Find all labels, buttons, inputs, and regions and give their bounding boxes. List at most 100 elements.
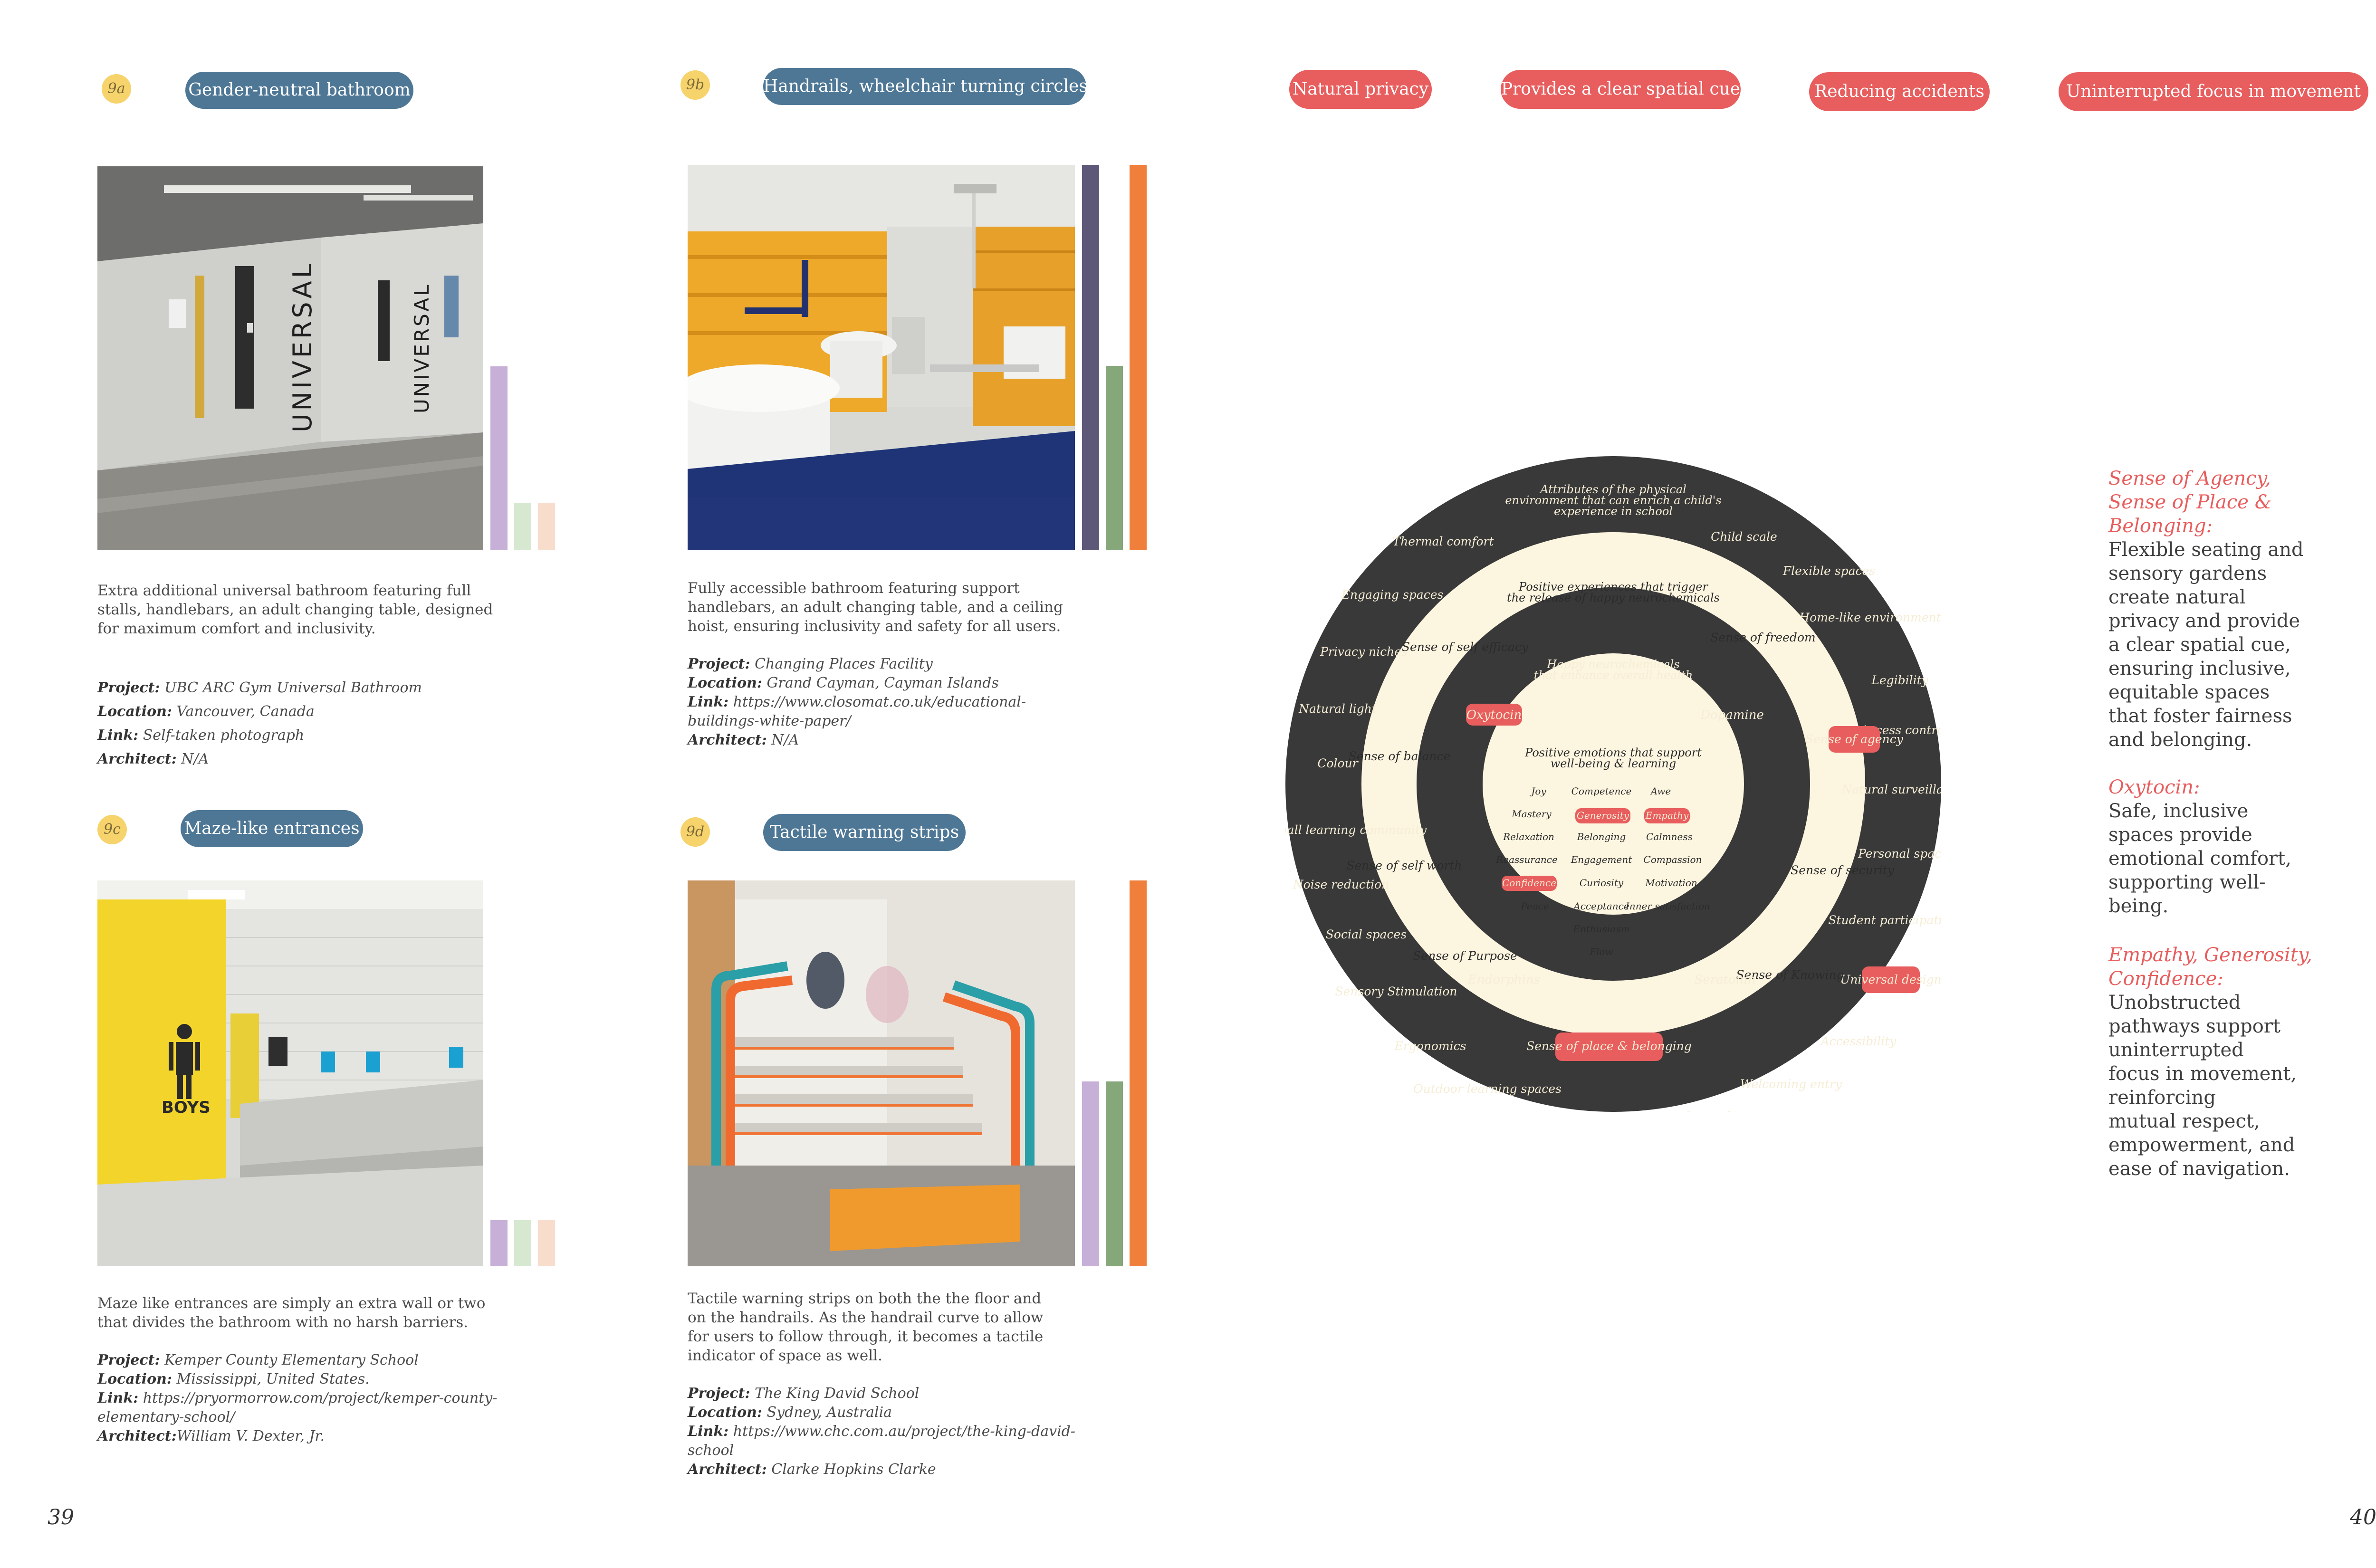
outer-item-flexible-spaces: Flexible spaces <box>1782 564 1875 578</box>
core-item-belonging: Belonging <box>1577 831 1626 842</box>
description-9d: Tactile warning strips on both the the f… <box>688 1290 1044 1364</box>
third-item-dopamine: Dopamine <box>1700 708 1764 722</box>
second-item-security: Sense of security <box>1791 863 1895 877</box>
badge-9c: 9c <box>97 815 127 844</box>
title-9d: Tactile warning strips <box>763 814 966 851</box>
outer-caption-2: environment that can enrich a child's <box>1505 494 1721 507</box>
meta-9b: Project: Changing Places Facility Locati… <box>688 656 1026 748</box>
core-item-inner-satisfaction: Inner satisfaction <box>1625 900 1710 912</box>
bar-9a-green <box>514 503 531 550</box>
core-item-awe: Awe <box>1650 785 1671 797</box>
outer-item-universal-design: Universal design <box>1840 973 1941 986</box>
core-item-empathy: Empathy <box>1645 810 1689 821</box>
core-item-relaxation: Relaxation <box>1503 831 1554 842</box>
second-item-agency: Sense of agency <box>1805 732 1904 746</box>
tag-natural-privacy: Natural privacy <box>1289 70 1432 109</box>
outer-item-space-for-pets: Space for pets <box>1684 1109 1771 1112</box>
core-item-reassurance: Reassurance <box>1495 854 1558 865</box>
third-item-oxytocin: Oxytocin <box>1466 708 1522 722</box>
bar-9c-green <box>514 1220 531 1266</box>
outer-item-child-scale: Child scale <box>1711 530 1777 544</box>
photo-9c-maze-entrance: BOYS <box>97 880 483 1266</box>
outer-caption-1: Attributes of the physical <box>1539 483 1686 496</box>
core-item-curiosity: Curiosity <box>1580 877 1624 889</box>
meta-9c: Project: Kemper County Elementary School… <box>97 1352 498 1444</box>
outer-item-small-learning-community: Small learning community <box>1285 823 1427 837</box>
bar-9d-orange <box>1130 880 1147 1266</box>
page-number-left: 39 <box>48 1505 74 1530</box>
highlight-empathy <box>1644 808 1690 823</box>
description-9a: Extra additional universal bathroom feat… <box>97 582 493 637</box>
outer-item-outdoor-learning: Outdoor learning spaces <box>1413 1082 1562 1096</box>
title-9c: Maze-like entrances <box>181 810 363 847</box>
tag-uninterrupted-focus: Uninterrupted focus in movement <box>2059 72 2368 111</box>
photo-9a-sign-2: UNIVERSAL <box>410 283 433 413</box>
highlight-sense-of-place <box>1555 1033 1663 1061</box>
second-item-knowing: Sense of Knowing <box>1736 968 1844 982</box>
highlight-universal-design <box>1862 966 1920 993</box>
photo-9a-universal-bathroom: UNIVERSAL UNIVERSAL <box>97 166 483 550</box>
bar-9c-purple <box>490 1220 508 1266</box>
bar-9a-peach <box>538 503 555 550</box>
bar-9b-green <box>1106 366 1123 550</box>
outer-item-colour: Colour <box>1317 756 1359 770</box>
core-item-flow: Flow <box>1589 946 1613 957</box>
core-caption-2: well-being & learning <box>1551 757 1677 770</box>
outer-item-accessibility: Accessibility <box>1820 1034 1897 1048</box>
outer-item-ergonomics: Ergonomics <box>1394 1039 1466 1053</box>
title-9a: Gender-neutral bathroom <box>185 72 413 109</box>
tag-clear-spatial-cue: Provides a clear spatial cue <box>1501 70 1741 109</box>
bar-9d-purple <box>1082 1081 1099 1266</box>
outer-item-legibility: Legibility <box>1871 673 1928 687</box>
core-item-calmness: Calmness <box>1646 831 1693 842</box>
outer-item-social-spaces: Social spaces <box>1326 927 1407 941</box>
core-item-peace: Peace <box>1520 900 1549 912</box>
photo-9d-tactile-stairs <box>688 880 1075 1266</box>
badge-9a: 9a <box>102 74 131 104</box>
meta-9d: Project: The King David School Location:… <box>688 1385 1076 1478</box>
photo-9c-boys-sign: BOYS <box>162 1098 211 1117</box>
core-item-generosity: Generosity <box>1577 810 1629 821</box>
badge-9d: 9d <box>680 817 710 847</box>
description-9b: Fully accessible bathroom featuring supp… <box>688 580 1063 635</box>
second-item-place-belonging: Sense of place & belonging <box>1526 1039 1692 1053</box>
core-item-confidence: Confidence <box>1502 877 1556 889</box>
badge-9b: 9b <box>680 70 710 100</box>
highlight-generosity <box>1575 808 1630 823</box>
outer-item-sensory-stimulation: Sensory Stimulation <box>1335 985 1457 998</box>
second-caption-1: Positive experiences that trigger <box>1518 580 1708 593</box>
third-caption-1: Happy neurochemicals <box>1546 658 1679 671</box>
core-caption-1: Positive emotions that support <box>1524 746 1702 759</box>
second-item-purpose: Sense of Purpose <box>1413 949 1517 963</box>
second-caption-2: the release of happy neurochemicals <box>1507 591 1720 604</box>
core-item-motivation: Motivation <box>1645 877 1697 889</box>
outer-item-student-participation: Student participation <box>1828 913 1941 927</box>
sidebar-empathy: Empathy, Generosity, Confidence: Unobstr… <box>2108 944 2312 1180</box>
outer-item-welcoming-entry: Welcoming entry <box>1740 1077 1842 1091</box>
core-item-engagement: Engagement <box>1571 854 1633 865</box>
core-item-enthusiasm: Enthusiasm <box>1572 923 1629 935</box>
bar-9a-purple <box>490 366 508 550</box>
outer-item-natural-surveillance: Natural surveillance <box>1841 783 1941 796</box>
core-item-competence: Competence <box>1571 785 1632 797</box>
photo-9a-sign-1: UNIVERSAL <box>287 261 317 432</box>
highlight-oxytocin <box>1466 704 1522 726</box>
meta-9a: Project: UBC ARC Gym Universal Bathroom … <box>97 679 422 767</box>
sidebar-oxytocin: Oxytocin: Safe, inclusive spaces provide… <box>2108 776 2291 917</box>
core-item-mastery: Mastery <box>1511 808 1552 820</box>
title-9b: Handrails, wheelchair turning circles <box>763 68 1088 105</box>
bar-9b-orange <box>1130 165 1147 550</box>
bar-9c-peach <box>538 1220 555 1266</box>
core-item-joy: Joy <box>1529 785 1546 797</box>
highlight-confidence <box>1502 876 1557 891</box>
third-caption-2: that enhance overall health <box>1534 669 1693 682</box>
highlight-sense-of-agency <box>1829 726 1880 753</box>
core-item-acceptance: Acceptance <box>1572 900 1629 912</box>
second-item-balance: Sense of balance <box>1349 749 1451 763</box>
second-item-self-efficacy: Sense of self efficacy <box>1402 640 1529 654</box>
bar-9d-green <box>1106 1081 1123 1266</box>
tag-reducing-accidents: Reducing accidents <box>1809 72 1990 111</box>
bar-9b-purple <box>1082 165 1099 550</box>
third-item-seratonin: Seratonin <box>1694 973 1755 987</box>
page-number-right: 40 <box>2350 1505 2376 1530</box>
